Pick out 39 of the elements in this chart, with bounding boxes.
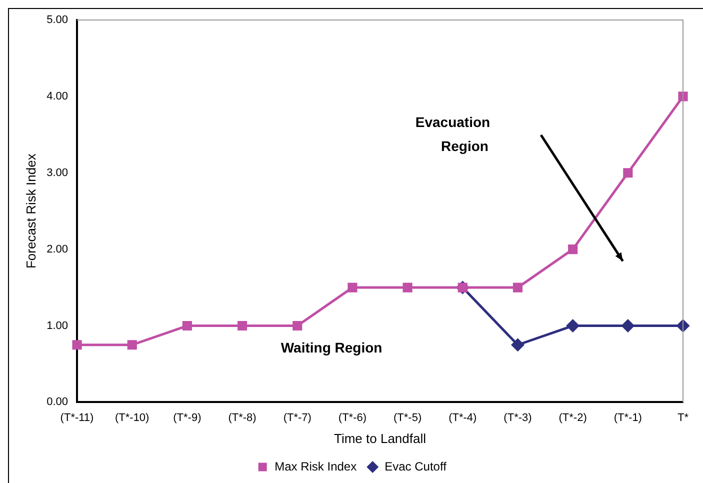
y-tick-label: 0.00 bbox=[46, 396, 68, 408]
point bbox=[568, 244, 578, 254]
x-tick-label: (T*-4) bbox=[448, 412, 477, 424]
x-tick-label: (T*-7) bbox=[283, 412, 312, 424]
x-tick-label: (T*-8) bbox=[228, 412, 256, 424]
legend-label: Max Risk Index bbox=[274, 459, 357, 474]
point bbox=[676, 320, 690, 332]
y-tick-label: 3.00 bbox=[46, 166, 68, 179]
y-tick-label: 2.00 bbox=[46, 243, 68, 256]
x-tick-label: T* bbox=[678, 412, 690, 424]
x-tick-label: (T*-9) bbox=[173, 412, 202, 424]
x-tick-label: (T*-3) bbox=[504, 412, 532, 424]
y-axis-title: Forecast Risk Index bbox=[23, 153, 38, 269]
annotation: Evacuation Region bbox=[415, 114, 490, 154]
point bbox=[292, 320, 302, 331]
x-tick-label: (T*-2) bbox=[558, 412, 587, 424]
x-tick-label: (T*-6) bbox=[338, 412, 367, 424]
x-tick-label: (T*-1) bbox=[614, 412, 642, 424]
point bbox=[348, 282, 358, 292]
point bbox=[182, 320, 192, 331]
point bbox=[623, 168, 633, 178]
point bbox=[622, 320, 634, 332]
x-tick-label: (T*-5) bbox=[393, 412, 422, 424]
point bbox=[402, 282, 412, 292]
x-tick-label: (T*-10) bbox=[114, 412, 150, 424]
y-tick-label: 1.00 bbox=[46, 320, 68, 332]
y-tick-label: 4.00 bbox=[46, 90, 68, 102]
point bbox=[512, 282, 523, 292]
point bbox=[511, 338, 524, 352]
point bbox=[72, 340, 82, 350]
x-axis-title: Time to Landfall bbox=[334, 430, 426, 446]
point bbox=[678, 92, 688, 102]
x-tick-label: (T*-11) bbox=[60, 412, 94, 424]
point bbox=[127, 340, 137, 350]
point bbox=[566, 320, 580, 332]
legend-label: Evac Cutoff bbox=[384, 459, 448, 474]
y-tick-label: 5.00 bbox=[46, 14, 68, 26]
annotation: Waiting Region bbox=[280, 340, 382, 356]
point bbox=[237, 320, 248, 331]
